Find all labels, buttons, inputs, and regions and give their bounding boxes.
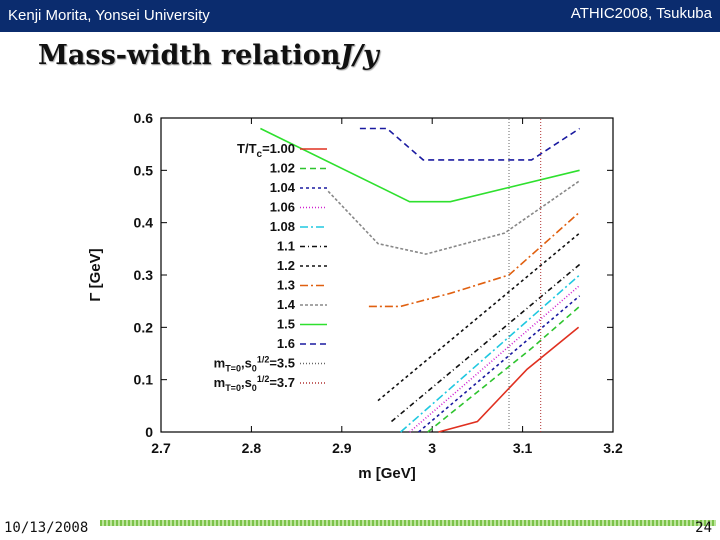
series-line-1.00 (438, 326, 580, 433)
y-axis-label: Γ [GeV] (87, 248, 104, 301)
series-line-1.5 (260, 127, 580, 203)
x-tick-label: 2.7 (151, 440, 171, 456)
legend-label: mT=0,s01/2=3.7 (214, 374, 295, 393)
y-tick-label: 0.1 (134, 372, 154, 388)
x-axis-label: m [GeV] (358, 465, 416, 482)
y-tick-label: 0.4 (134, 215, 154, 231)
legend-label: 1.04 (270, 180, 296, 195)
legend-label: 1.3 (277, 278, 295, 293)
footer-date: 10/13/2008 (4, 520, 89, 536)
legend-label: T/Tc=1.00 (237, 141, 295, 160)
legend-label: mT=0,s01/2=3.5 (214, 355, 295, 374)
title-main: Mass-width relation (38, 40, 341, 71)
y-tick-label: 0.5 (134, 162, 154, 178)
plot-frame (160, 117, 614, 433)
y-tick-label: 0.6 (134, 110, 154, 126)
series-line-1.6 (359, 127, 581, 161)
series-line-1.4 (327, 180, 581, 255)
footer-divider (100, 520, 716, 526)
legend-label: 1.2 (277, 258, 295, 273)
legend-label: 1.6 (277, 336, 295, 351)
legend-label: 1.02 (270, 161, 295, 176)
slide-title: Mass-width relationJ/y (38, 40, 379, 71)
series-lines (260, 118, 581, 433)
x-tick-label: 3.2 (603, 440, 623, 456)
y-tick-label: 0.2 (134, 319, 154, 335)
header-author: Kenji Morita, Yonsei University (8, 7, 210, 24)
title-particle: J/y (340, 40, 379, 71)
header-bar: Kenji Morita, Yonsei University ATHIC200… (0, 0, 720, 32)
series-line-1.08 (400, 274, 581, 433)
page-number: 24 (695, 520, 712, 536)
axis-ticks: 2.7 2.8 2.9 3 3.1 3.2 0 0.1 0.2 0.3 0.4 0.5 0.6 (134, 110, 623, 456)
x-tick-label: 2.8 (242, 440, 262, 456)
legend-label: 1.1 (277, 239, 295, 254)
series-line-1.04 (418, 295, 581, 433)
y-tick-label: 0.3 (134, 267, 154, 283)
series-line-1.3 (368, 211, 581, 308)
series-line-1.1 (390, 263, 581, 423)
x-tick-label: 3 (428, 440, 436, 456)
series-line-1.06 (409, 284, 581, 433)
legend-label: 1.06 (270, 200, 295, 215)
y-tick-label: 0 (145, 424, 153, 440)
legend-label: 1.4 (277, 297, 296, 312)
legend: T/Tc=1.001.02 1.04 1.06 1.08 1.1 1.2 1.3 1.4 1.5… (214, 141, 327, 393)
series-line-1.2 (377, 232, 581, 402)
series-line-1.02 (427, 305, 581, 433)
legend-label: 1.5 (277, 317, 295, 332)
header-conference: ATHIC2008, Tsukuba (570, 5, 712, 22)
x-tick-label: 2.9 (332, 440, 352, 456)
x-tick-label: 3.1 (513, 440, 533, 456)
legend-label: 1.08 (270, 219, 295, 234)
